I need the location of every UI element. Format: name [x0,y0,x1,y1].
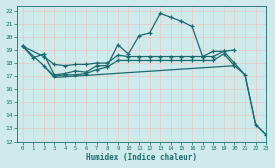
X-axis label: Humidex (Indice chaleur): Humidex (Indice chaleur) [86,153,197,162]
